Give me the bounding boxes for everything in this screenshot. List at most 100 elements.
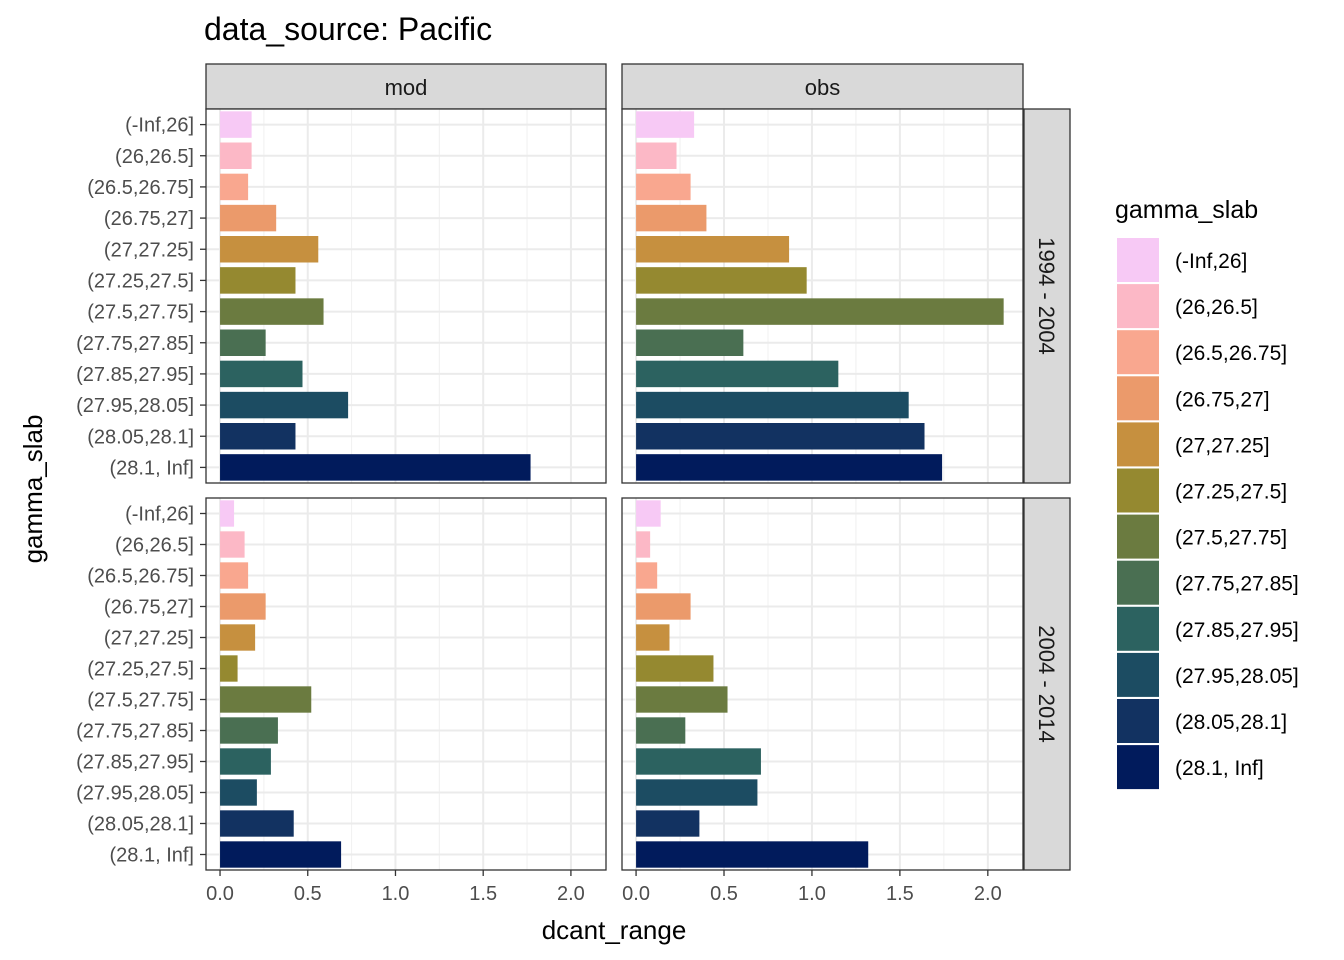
legend-label: (27.85,27.95]: [1175, 619, 1299, 642]
y-tick-label: (27.95,28.05]: [76, 783, 194, 805]
bar: [220, 298, 324, 325]
panel-obs-0: [621, 108, 1024, 484]
panel-border: [205, 108, 607, 484]
bar: [220, 531, 245, 558]
facet-strip-obs: [621, 63, 1024, 110]
x-tick-label: 0.5: [294, 883, 322, 905]
bar: [636, 655, 714, 682]
legend-key: [1117, 514, 1159, 559]
bar: [636, 111, 695, 138]
panel-border: [621, 108, 1024, 484]
legend-key: [1117, 330, 1159, 375]
y-tick-label: (-Inf,26]: [125, 504, 194, 526]
bar: [220, 267, 296, 294]
bar: [220, 360, 303, 388]
bar: [636, 717, 686, 744]
legend-key: [1117, 238, 1159, 282]
bar: [636, 329, 744, 356]
bar: [220, 624, 256, 651]
legend-label: (28.1, Inf]: [1175, 757, 1264, 780]
legend-label: (27,27.25]: [1175, 434, 1270, 457]
x-tick-label: 2.0: [557, 883, 585, 905]
facet-label-mod: mod: [385, 75, 428, 100]
bar: [220, 329, 266, 356]
y-tick-label: (26.5,26.75]: [87, 177, 194, 199]
y-tick-label: (27.75,27.85]: [76, 721, 194, 743]
panel-obs-1: 0.0 0.5 1.0 1.5 2.0: [621, 497, 1024, 905]
legend-label: (26,26.5]: [1175, 296, 1258, 319]
bar: [220, 111, 252, 138]
bar: [220, 236, 319, 263]
y-tick-label: (27.5,27.75]: [87, 690, 194, 712]
bar: [636, 810, 700, 837]
panel-background: [622, 498, 1023, 870]
y-tick-label: (27.25,27.5]: [87, 659, 194, 681]
panel-mod-1: (-Inf,26] (26,26.5] (26.5,26.75] (26.75,27]…: [76, 497, 607, 905]
bar: [220, 500, 235, 527]
y-tick-label: (27.95,28.05]: [76, 395, 194, 417]
bar: [636, 686, 728, 713]
legend-key: [1117, 745, 1159, 790]
y-tick-label: (28.1, Inf]: [110, 457, 195, 479]
row-strip-0: [1023, 108, 1071, 484]
y-tick-label: (-Inf,26]: [125, 115, 194, 137]
x-tick-label: 2.0: [974, 883, 1002, 905]
y-tick-label: (26.75,27]: [104, 597, 194, 619]
panel-background: [622, 109, 1023, 483]
facet-label-obs: obs: [805, 75, 840, 100]
bar: [636, 173, 691, 201]
bar: [220, 779, 257, 806]
y-tick-label: (26.75,27]: [104, 208, 194, 230]
x-tick-label: 1.0: [382, 883, 410, 905]
bar: [220, 810, 294, 837]
legend-label: (26.75,27]: [1175, 388, 1270, 411]
bar: [636, 841, 869, 868]
legend-key: [1117, 606, 1159, 651]
bar: [636, 423, 925, 450]
x-tick-label: 0.0: [206, 883, 234, 905]
y-tick-label: (27.5,27.75]: [87, 302, 194, 324]
bar: [220, 204, 277, 232]
legend: gamma_slab (-Inf,26] (26,26.5] (26.5,26.75…: [1115, 196, 1299, 790]
panel-mod-0: (-Inf,26] (26,26.5] (26.5,26.75] (26.75,27]…: [76, 108, 607, 484]
y-axis-label: gamma_slab: [18, 415, 48, 564]
y-tick-label: (27.25,27.5]: [87, 270, 194, 292]
y-tick-label: (27.85,27.95]: [76, 364, 194, 386]
panel-background: [206, 498, 606, 870]
chart-title: data_source: Pacific: [204, 11, 492, 47]
legend-label: (-Inf,26]: [1175, 250, 1247, 273]
bar: [636, 298, 1004, 325]
legend-label: (27.5,27.75]: [1175, 527, 1287, 550]
bar: [636, 454, 943, 481]
bar: [220, 142, 252, 169]
legend-label: (26.5,26.75]: [1175, 342, 1287, 365]
legend-key: [1117, 376, 1159, 421]
bar: [636, 391, 909, 419]
bar: [220, 686, 312, 713]
row-label-1: 2004 - 2014: [1034, 625, 1059, 742]
y-tick-label: (26.5,26.75]: [87, 566, 194, 588]
panel-border: [621, 497, 1024, 871]
y-tick-label: (28.05,28.1]: [87, 426, 194, 448]
bar: [220, 562, 249, 589]
y-tick-label: (27.75,27.85]: [76, 333, 194, 355]
row-strip-1: [1023, 497, 1071, 871]
bar: [220, 655, 238, 682]
legend-label: (27.25,27.5]: [1175, 481, 1287, 504]
legend-label: (27.75,27.85]: [1175, 573, 1299, 596]
bar: [636, 593, 691, 620]
bar: [220, 423, 296, 450]
bar: [220, 593, 266, 620]
x-tick-label: 1.5: [886, 883, 914, 905]
facet-strip-mod: [205, 63, 607, 110]
bar: [636, 779, 758, 806]
bar: [636, 267, 807, 294]
bar: [220, 173, 249, 201]
panel-border: [205, 497, 607, 871]
bar: [220, 841, 342, 868]
x-tick-label: 1.5: [469, 883, 497, 905]
legend-key: [1117, 284, 1159, 329]
bar: [220, 391, 349, 419]
bar: [220, 748, 271, 775]
